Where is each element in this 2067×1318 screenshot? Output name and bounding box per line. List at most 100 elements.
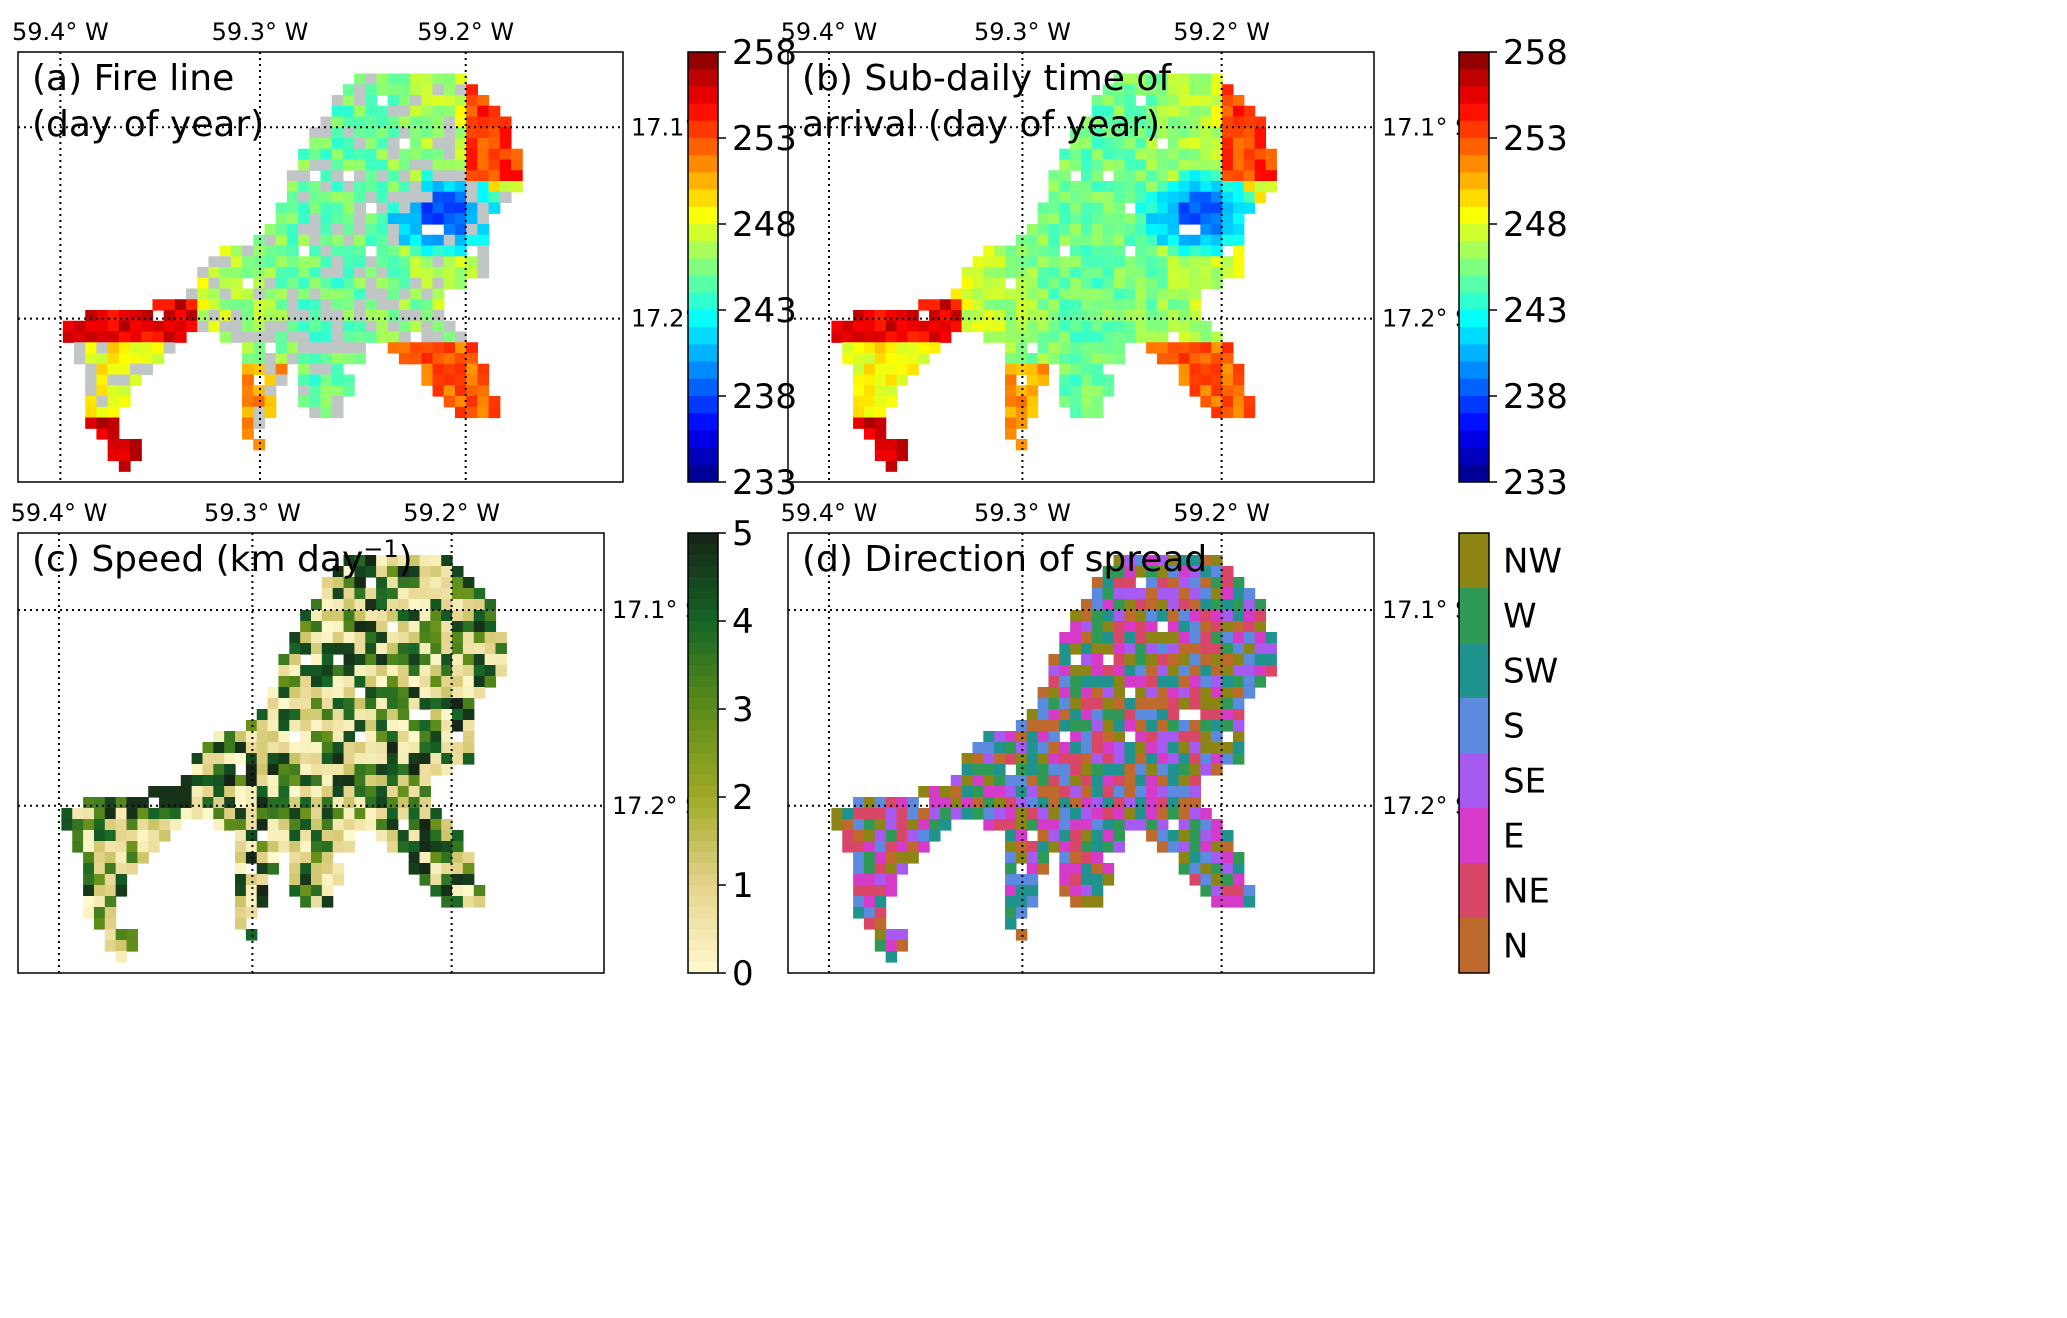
grid-cell xyxy=(1135,116,1147,128)
grid-cell xyxy=(83,819,95,831)
colorbar-step xyxy=(688,155,718,173)
grid-cell xyxy=(332,610,345,622)
grid-cell xyxy=(1232,170,1245,182)
grid-cell xyxy=(1091,841,1104,853)
grid-cell xyxy=(331,288,344,300)
grid-cell xyxy=(1091,577,1104,589)
grid-cell xyxy=(410,202,422,214)
grid-cell xyxy=(1048,213,1060,225)
grid-cell xyxy=(159,808,171,820)
grid-cell xyxy=(96,363,109,376)
grid-cell xyxy=(874,841,887,853)
colorbar-step xyxy=(688,544,718,556)
grid-cell xyxy=(983,320,995,333)
grid-cell xyxy=(61,808,73,820)
grid-cell xyxy=(1200,170,1212,182)
grid-cell xyxy=(466,138,478,150)
grid-cell xyxy=(410,310,422,322)
grid-cell xyxy=(309,267,322,279)
grid-cell xyxy=(376,181,389,193)
colorbar-step xyxy=(688,786,718,798)
grid-cell xyxy=(104,852,117,864)
grid-cell xyxy=(159,786,171,798)
grid-cell xyxy=(365,764,377,776)
grid-cell xyxy=(1005,742,1017,754)
grid-cell xyxy=(342,213,355,225)
grid-cell xyxy=(853,896,865,908)
grid-cell xyxy=(874,863,887,875)
grid-cell xyxy=(342,95,355,107)
grid-cell xyxy=(994,797,1006,809)
grid-cell xyxy=(1059,148,1071,161)
grid-cell xyxy=(104,808,117,820)
grid-cell xyxy=(387,310,400,322)
grid-cell xyxy=(387,95,400,107)
grid-cell xyxy=(1081,191,1093,204)
grid-cell xyxy=(1048,267,1060,279)
grid-cell xyxy=(1222,213,1234,225)
grid-cell xyxy=(408,676,421,688)
grid-cell xyxy=(1081,709,1093,721)
grid-cell xyxy=(267,841,280,853)
grid-cell xyxy=(256,797,269,809)
grid-cell xyxy=(289,797,301,809)
grid-cell xyxy=(321,698,334,710)
grid-cell xyxy=(253,385,266,397)
grid-cell xyxy=(1091,786,1104,798)
grid-cell xyxy=(376,127,389,139)
grid-cell xyxy=(1113,299,1126,311)
grid-cell xyxy=(96,417,109,429)
grid-cell xyxy=(1037,299,1050,311)
grid-cell xyxy=(1156,797,1169,809)
grid-cell xyxy=(488,159,501,171)
grid-cell xyxy=(1124,808,1136,820)
grid-cell xyxy=(1026,852,1039,864)
grid-cell xyxy=(488,148,501,161)
grid-cell xyxy=(137,819,149,831)
grid-cell xyxy=(1015,385,1028,397)
grid-cell xyxy=(1211,654,1223,666)
grid-cell xyxy=(1102,687,1115,699)
grid-cell xyxy=(994,256,1006,268)
grid-cell xyxy=(1167,786,1180,798)
grid-cell xyxy=(235,819,247,831)
grid-cell xyxy=(398,277,411,290)
grid-cell xyxy=(398,234,411,247)
grid-cell xyxy=(342,127,355,139)
panel-title: (d) Direction of spread xyxy=(802,539,1207,580)
grid-cell xyxy=(376,577,388,589)
grid-cell xyxy=(342,181,355,193)
grid-cell xyxy=(421,267,434,279)
grid-cell xyxy=(1048,841,1060,853)
grid-cell xyxy=(264,299,277,311)
grid-cell xyxy=(874,417,887,429)
grid-cell xyxy=(1059,288,1071,300)
grid-cell xyxy=(1254,138,1267,150)
grid-cell xyxy=(1091,720,1104,732)
grid-cell xyxy=(1091,819,1104,831)
grid-cell xyxy=(1189,245,1201,257)
grid-cell xyxy=(983,764,995,776)
grid-cell xyxy=(130,331,142,343)
grid-cell xyxy=(863,918,876,930)
grid-cell xyxy=(376,709,388,721)
grid-cell xyxy=(1200,753,1212,765)
grid-cell xyxy=(264,363,277,376)
grid-cell xyxy=(1265,643,1277,655)
grid-cell xyxy=(1059,698,1071,710)
grid-cell xyxy=(1091,127,1104,139)
grid-cell xyxy=(1211,687,1223,699)
grid-cell xyxy=(376,256,389,268)
grid-cell xyxy=(386,643,399,655)
grid-cell xyxy=(1178,808,1191,820)
grid-cell xyxy=(376,159,389,171)
grid-cell xyxy=(1200,632,1212,644)
grid-cell xyxy=(386,775,399,787)
grid-cell xyxy=(208,256,221,268)
grid-cell xyxy=(408,687,421,699)
grid-cell xyxy=(1102,84,1115,96)
grid-cell xyxy=(1102,148,1115,161)
grid-cell xyxy=(376,170,389,182)
longitude-label: 59.2° W xyxy=(417,18,514,46)
grid-cell xyxy=(1189,698,1201,710)
